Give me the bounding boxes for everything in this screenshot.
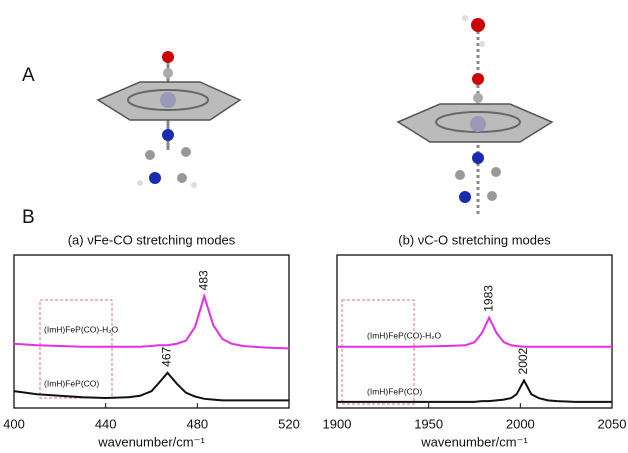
peak-label: 483 [196,270,210,290]
panel-label: B [22,207,35,228]
chart-title: (b) νC-O stretching modes [398,232,551,247]
chart-title: (a) νFe-CO stretching modes [68,232,236,247]
series-label: (ImH)FeP(CO)-H₂O [367,330,442,340]
x-tick-label: 480 [186,416,208,431]
panel-label: A [22,65,35,86]
peak-label: 467 [160,346,174,366]
series-label: (ImH)FeP(CO)-H₂O [44,324,119,334]
series-label: (ImH)FeP(CO) [367,386,422,396]
figure: A B (a) νFe-CO stretching modes 400 440 480… [0,0,628,453]
peak-label: 1983 [481,285,495,312]
molecule-left [98,51,240,188]
x-tick-label: 2050 [598,416,627,431]
molecule-right [398,15,552,215]
x-axis-label: wavenumber/cm⁻¹ [97,434,205,449]
x-tick-label: 400 [3,416,25,431]
x-tick-label: 1950 [414,416,443,431]
series-label: (ImH)FeP(CO) [44,378,99,388]
x-tick-label: 1900 [323,416,352,431]
x-axis-label: wavenumber/cm⁻¹ [420,434,528,449]
peak-label: 2002 [516,347,530,374]
x-tick-label: 2000 [506,416,535,431]
x-tick-label: 520 [278,416,300,431]
x-tick-label: 440 [95,416,117,431]
spectrum-line [14,296,289,348]
